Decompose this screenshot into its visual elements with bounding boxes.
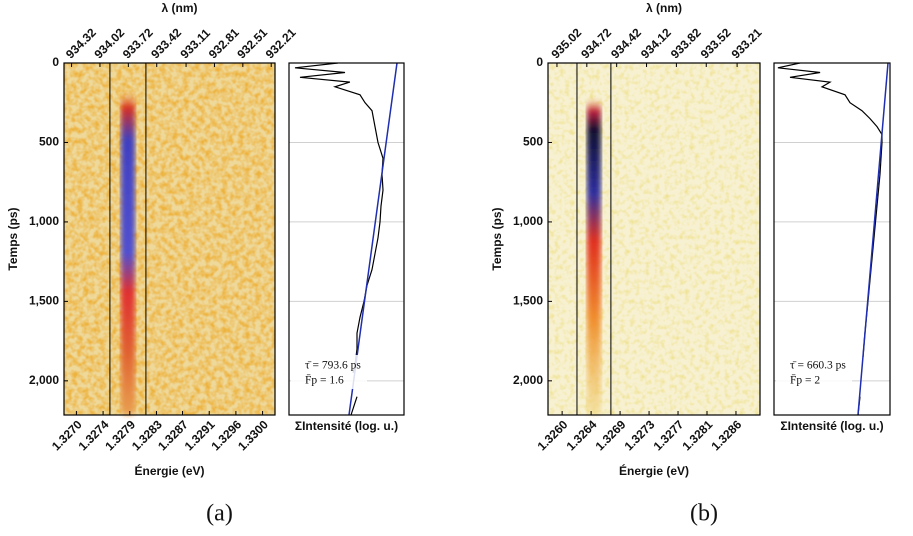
profile-x-label: ΣIntensité (log. u.) [295, 419, 398, 433]
x2-tick-label: 934.02 [91, 25, 127, 61]
annotation: F̄p = 1.6 [305, 374, 344, 387]
x2-tick-label: 933.52 [698, 25, 734, 61]
x2-tick-label: 932.51 [234, 25, 270, 61]
heatmap-noise [64, 63, 275, 415]
fit-line [857, 63, 889, 415]
heatmap-frame [63, 62, 276, 416]
x2-tick-label: 934.72 [578, 25, 614, 61]
heatmap-frame [547, 62, 761, 416]
y-tick-label: 1,000 [29, 214, 59, 228]
profile-x-label: ΣIntensité (log. u.) [780, 419, 883, 433]
subfigure-label: (b) [690, 501, 718, 527]
x-tick-label: 1.3269 [593, 417, 629, 453]
emission-stripe [586, 98, 601, 415]
x-axis-label: Énergie (eV) [134, 463, 204, 478]
x2-tick-label: 933.21 [729, 25, 765, 61]
y-tick-label: 500 [523, 135, 543, 149]
x-tick-label: 1.3281 [680, 417, 716, 453]
x2-axis-label: λ (nm) [646, 1, 682, 15]
annotation: F̄p = 2 [790, 374, 820, 387]
annotation-box [776, 355, 852, 389]
x2-tick-label: 935.02 [548, 25, 584, 61]
x2-tick-label: 933.82 [668, 25, 704, 61]
y-tick-label: 0 [536, 55, 543, 69]
x2-tick-label: 934.42 [608, 25, 644, 61]
y-tick-label: 500 [39, 135, 59, 149]
x-tick-label: 1.3286 [708, 417, 744, 453]
x-tick-label: 1.3300 [235, 417, 271, 453]
x-tick-label: 1.3277 [651, 417, 687, 453]
subfigure-label: (a) [206, 501, 233, 527]
annotation: τ̄ = 793.6 ps [305, 360, 361, 372]
x-axis-label: Énergie (eV) [619, 463, 689, 478]
profile-frame [288, 62, 405, 416]
y-tick-label: 1,000 [513, 214, 543, 228]
annotation-box [291, 355, 367, 389]
y-tick-label: 0 [52, 55, 59, 69]
y-axis-label: Temps (ps) [6, 207, 20, 270]
x2-tick-label: 933.42 [148, 25, 184, 61]
y-axis-label: Temps (ps) [490, 207, 504, 270]
emission-stripe [120, 91, 135, 415]
x-tick-label: 1.3273 [622, 417, 658, 453]
x2-tick-label: 933.11 [178, 26, 214, 62]
y-tick-label: 1,500 [513, 294, 543, 308]
profile-line [294, 63, 384, 415]
annotation: τ̄ = 660.3 ps [790, 360, 846, 372]
x2-tick-label: 932.81 [206, 25, 242, 61]
x2-axis-label: λ (nm) [162, 1, 198, 15]
x2-tick-label: 932.21 [263, 25, 299, 61]
profile-frame [773, 62, 891, 416]
y-tick-label: 2,000 [513, 373, 543, 387]
x2-tick-label: 934.12 [638, 25, 674, 61]
x-tick-label: 1.3264 [564, 417, 600, 453]
y-tick-label: 1,500 [29, 294, 59, 308]
y-tick-label: 2,000 [29, 373, 59, 387]
x2-tick-label: 933.72 [120, 25, 156, 61]
heatmap-noise [548, 63, 760, 415]
x2-tick-label: 934.32 [63, 25, 99, 61]
x-tick-label: 1.3260 [535, 417, 571, 453]
